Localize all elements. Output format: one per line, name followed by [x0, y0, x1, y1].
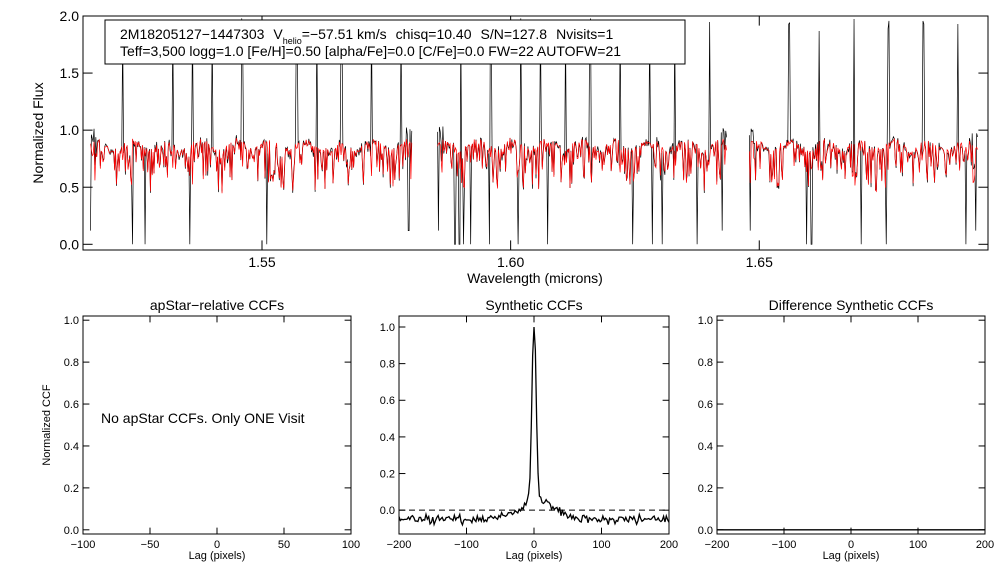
vhelio-label: V — [273, 26, 283, 42]
snr-value: S/N=127.8 — [481, 26, 548, 42]
difference-ccf-x-tick-label: −200 — [705, 539, 730, 551]
apstar-ccf-y-tick-label: 1.0 — [64, 315, 79, 327]
annotation-line-2: Teff=3,500 logg=1.0 [Fe/H]=0.50 [alpha/F… — [120, 43, 621, 59]
apstar-ccf-x-tick-label: −100 — [71, 539, 96, 551]
difference-ccf-x-tick-label: 100 — [909, 539, 927, 551]
annotation-line-1: 2M18205127−1447303 Vhelio=−57.51 km/s chis… — [120, 26, 613, 46]
spectrum-annotation-box: 2M18205127−1447303 Vhelio=−57.51 km/s chis… — [104, 19, 686, 65]
apstar-ccf-x-axis-label: Lag (pixels) — [189, 550, 246, 562]
synthetic-ccf-y-tick-label: 0.6 — [380, 395, 395, 407]
synthetic-ccf-tick-labels: −200 −100 0 100 200 0.0 0.2 0.4 0.6 0.8 1.0 — [380, 322, 678, 551]
synthetic-ccf-y-tick-label: 0.2 — [380, 469, 395, 481]
chisq-value: chisq=10.40 — [396, 26, 472, 42]
synthetic-ccf-y-tick-label: 0.0 — [380, 505, 395, 517]
nvisits-value: Nvisits=1 — [556, 26, 613, 42]
difference-ccf-y-tick-label: 0.6 — [698, 399, 713, 411]
synthetic-ccf-series — [398, 326, 670, 527]
difference-ccf-frame — [716, 315, 986, 535]
difference-ccf-y-tick-label: 0.8 — [698, 357, 713, 369]
synthetic-ccf-ticks — [398, 316, 670, 534]
spectrum-frame — [82, 15, 989, 251]
difference-ccf-ticks — [716, 316, 986, 534]
spectrum-x-tick-label: 1.60 — [497, 254, 524, 270]
vhelio-subscript: helio — [283, 36, 302, 46]
apstar-ccf-x-tick-label: −50 — [141, 539, 160, 551]
apstar-ccf-y-axis-label: Normalized CCF — [41, 384, 53, 466]
apstar-ccf-y-tick-label: 0.4 — [64, 441, 79, 453]
spectrum-y-tick-label: 1.0 — [60, 122, 80, 138]
vhelio-value: =−57.51 km/s — [302, 26, 387, 42]
difference-ccf-panel: Difference Synthetic CCFs −200 −100 0 100 20… — [698, 297, 994, 562]
difference-ccf-y-tick-label: 0.4 — [698, 441, 713, 453]
synthetic-ccf-y-tick-label: 1.0 — [380, 322, 395, 334]
synthetic-ccf-frame — [398, 315, 670, 535]
synthetic-ccf-x-tick-label: 200 — [660, 539, 678, 551]
spectrum-panel: 1.55 1.60 1.65 0.0 0.5 1.0 1.5 2.0 Wavelength (… — [30, 8, 989, 286]
spectrum-y-tick-label: 0.5 — [60, 179, 80, 195]
star-id: 2M18205127−1447303 — [120, 26, 265, 42]
difference-ccf-y-tick-label: 0.0 — [698, 525, 713, 537]
spectrum-y-tick-label: 2.0 — [60, 8, 80, 24]
apstar-ccf-panel: apStar−relative CCFs −100 −50 0 50 100 0.0 0.2… — [41, 297, 360, 562]
difference-ccf-y-tick-label: 0.2 — [698, 483, 713, 495]
synthetic-ccf-line — [398, 326, 670, 527]
spectrum-y-tick-label: 1.5 — [60, 65, 80, 81]
synthetic-ccf-x-axis-label: Lag (pixels) — [506, 550, 563, 562]
difference-ccf-x-axis-label: Lag (pixels) — [823, 550, 880, 562]
synthetic-ccf-panel: Synthetic CCFs −200 −100 0 100 200 0.0 0.2 0.4 0… — [380, 297, 678, 562]
apstar-ccf-y-tick-label: 0.2 — [64, 483, 79, 495]
difference-ccf-x-tick-label: −100 — [772, 539, 797, 551]
difference-ccf-x-tick-label: 0 — [848, 539, 854, 551]
synthetic-ccf-x-tick-label: −200 — [387, 539, 412, 551]
apstar-ccf-ticks — [82, 316, 352, 534]
apstar-ccf-y-tick-label: 0.0 — [64, 525, 79, 537]
difference-ccf-x-tick-label: 200 — [976, 539, 994, 551]
spectrum-series — [90, 18, 978, 245]
apstar-ccf-y-tick-label: 0.8 — [64, 357, 79, 369]
apstar-ccf-tick-labels: −100 −50 0 50 100 0.0 0.2 0.4 0.6 0.8 1.0 — [64, 315, 360, 551]
spectrum-tick-labels: 1.55 1.60 1.65 0.0 0.5 1.0 1.5 2.0 — [60, 8, 774, 270]
spectrum-x-tick-label: 1.55 — [248, 254, 275, 270]
synthetic-model-line — [90, 137, 978, 194]
apstar-ccf-x-tick-label: 50 — [278, 539, 290, 551]
synthetic-ccf-y-tick-label: 0.4 — [380, 432, 395, 444]
spectrum-x-axis-label: Wavelength (microns) — [467, 270, 603, 286]
apstar-ccf-message: No apStar CCFs. Only ONE Visit — [101, 410, 305, 426]
synthetic-ccf-x-tick-label: −100 — [454, 539, 479, 551]
spectrum-y-axis-label: Normalized Flux — [30, 82, 46, 183]
synthetic-ccf-x-tick-label: 100 — [592, 539, 610, 551]
apstar-ccf-y-tick-label: 0.6 — [64, 399, 79, 411]
difference-ccf-y-tick-label: 1.0 — [698, 315, 713, 327]
apstar-ccf-x-tick-label: 0 — [214, 539, 220, 551]
synthetic-ccf-title: Synthetic CCFs — [485, 297, 582, 313]
spectrum-x-tick-label: 1.65 — [746, 254, 773, 270]
difference-ccf-tick-labels: −200 −100 0 100 200 0.0 0.2 0.4 0.6 0.8 1.0 — [698, 315, 994, 551]
difference-ccf-title: Difference Synthetic CCFs — [769, 297, 934, 313]
spectrum-y-tick-label: 0.0 — [60, 236, 80, 252]
synthetic-ccf-x-tick-label: 0 — [531, 539, 537, 551]
apstar-ccf-title: apStar−relative CCFs — [150, 297, 284, 313]
apstar-ccf-x-tick-label: 100 — [342, 539, 360, 551]
annotation-box-frame — [104, 19, 686, 65]
synthetic-ccf-y-tick-label: 0.8 — [380, 359, 395, 371]
